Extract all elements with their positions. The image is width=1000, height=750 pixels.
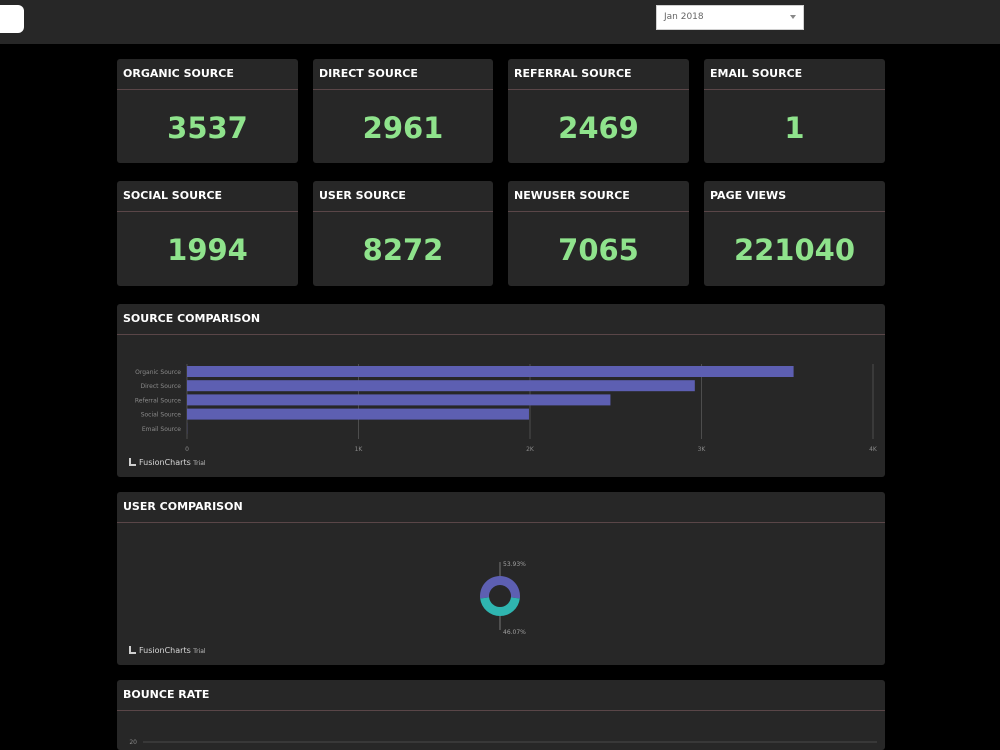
kpi-value: 7065 — [558, 233, 639, 267]
divider — [508, 89, 689, 90]
kpi-label: REFERRAL SOURCE — [514, 67, 632, 80]
divider — [704, 211, 885, 212]
fusioncharts-watermark: FusionCharts Trial — [129, 458, 206, 467]
divider — [508, 211, 689, 212]
category-label: Organic Source — [135, 369, 181, 376]
kpi-card-referral: REFERRAL SOURCE 2469 — [508, 59, 689, 163]
divider — [313, 211, 493, 212]
fusioncharts-logo-icon — [129, 458, 136, 466]
top-bar: Jan 2018 — [0, 0, 1000, 44]
kpi-card-organic: ORGANIC SOURCE 3537 — [117, 59, 298, 163]
category-label: Referral Source — [135, 397, 181, 404]
kpi-label: NEWUSER SOURCE — [514, 189, 630, 202]
panel-title: SOURCE COMPARISON — [123, 312, 261, 325]
panel-title: BOUNCE RATE — [123, 688, 210, 701]
bounce-rate-chart: 20 — [129, 739, 877, 746]
kpi-card-newuser: NEWUSER SOURCE 7065 — [508, 181, 689, 286]
menu-button[interactable] — [0, 5, 24, 33]
kpi-label: ORGANIC SOURCE — [123, 67, 234, 80]
divider — [704, 89, 885, 90]
category-label: Email Source — [142, 426, 181, 433]
bar[interactable] — [187, 380, 695, 392]
kpi-label: PAGE VIEWS — [710, 189, 787, 202]
kpi-label: DIRECT SOURCE — [319, 67, 418, 80]
kpi-value: 2469 — [558, 111, 639, 145]
source-comparison-chart: Organic Source Direct Source Referral Sour… — [135, 364, 878, 453]
category-label: Direct Source — [141, 383, 182, 390]
x-tick-label: 0 — [185, 446, 189, 453]
divider — [117, 522, 885, 523]
kpi-value: 1 — [784, 111, 805, 145]
divider — [117, 89, 298, 90]
kpi-label: USER SOURCE — [319, 189, 406, 202]
x-tick-label: 4K — [869, 446, 878, 453]
x-tick-label: 2K — [526, 446, 535, 453]
divider — [117, 334, 885, 335]
user-comparison-panel: USER COMPARISON 53.93% 46.07% FusionChart… — [117, 492, 885, 665]
fusioncharts-logo-icon — [129, 646, 136, 654]
kpi-value: 221040 — [733, 233, 856, 267]
watermark-trial: Trial — [193, 460, 206, 467]
divider — [117, 710, 885, 711]
watermark-brand: FusionCharts — [139, 646, 191, 655]
x-tick-label: 1K — [355, 446, 364, 453]
month-select-value: Jan 2018 — [664, 12, 704, 22]
divider — [117, 211, 298, 212]
kpi-card-page-views: PAGE VIEWS 221040 — [704, 181, 885, 286]
month-select[interactable]: Jan 2018 — [656, 5, 804, 30]
x-tick-label: 3K — [698, 446, 707, 453]
kpi-value: 8272 — [362, 233, 444, 267]
watermark-trial: Trial — [193, 648, 206, 655]
user-comparison-chart: 53.93% 46.07% — [480, 561, 526, 636]
kpi-value: 2961 — [362, 111, 444, 145]
fusioncharts-watermark: FusionCharts Trial — [129, 646, 206, 655]
kpi-card-user: USER SOURCE 8272 — [313, 181, 493, 286]
kpi-card-social: SOCIAL SOURCE 1994 — [117, 181, 298, 286]
kpi-label: EMAIL SOURCE — [710, 67, 803, 80]
donut-slice[interactable] — [480, 597, 520, 616]
slice-label: 53.93% — [503, 561, 526, 568]
bar[interactable] — [187, 394, 611, 406]
panel-title: USER COMPARISON — [123, 500, 243, 513]
slice-label: 46.07% — [503, 629, 526, 636]
donut-slice[interactable] — [480, 575, 520, 599]
kpi-label: SOCIAL SOURCE — [123, 189, 223, 202]
chevron-down-icon[interactable] — [790, 15, 796, 19]
kpi-value: 3537 — [167, 111, 248, 145]
source-comparison-panel: SOURCE COMPARISON Organic Source Direct S… — [117, 304, 885, 477]
divider — [313, 89, 493, 90]
bar[interactable] — [187, 366, 794, 377]
bounce-rate-panel: BOUNCE RATE 20 — [117, 680, 885, 750]
kpi-card-direct: DIRECT SOURCE 2961 — [313, 59, 493, 163]
watermark-brand: FusionCharts — [139, 458, 191, 467]
category-label: Social Source — [141, 412, 182, 419]
kpi-value: 1994 — [167, 233, 248, 267]
kpi-card-email: EMAIL SOURCE 1 — [704, 59, 885, 163]
bar[interactable] — [187, 408, 529, 420]
y-tick-label: 20 — [129, 739, 137, 746]
